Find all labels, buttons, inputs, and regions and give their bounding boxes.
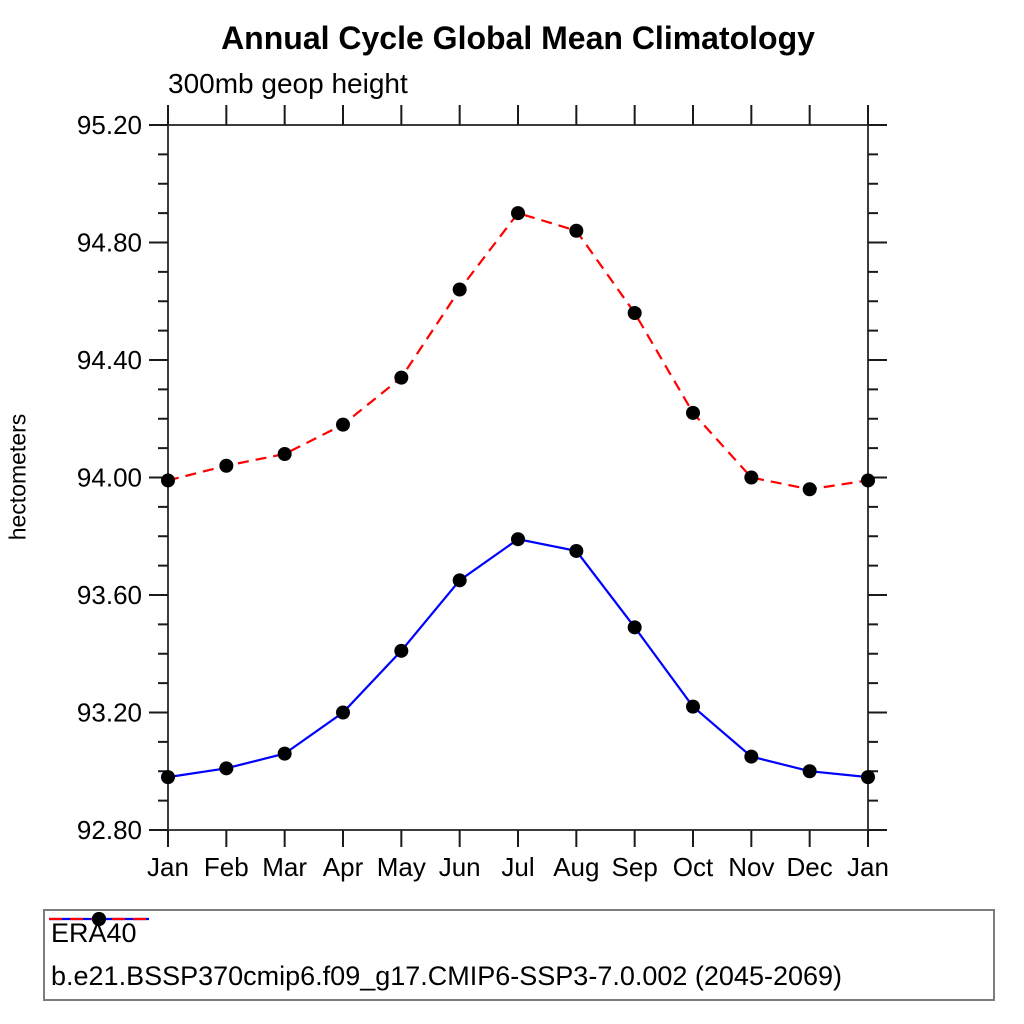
data-point — [336, 705, 350, 720]
data-point — [802, 764, 817, 779]
data-point — [861, 770, 875, 785]
plot-frame — [167, 124, 869, 831]
series-line-1 — [167, 211, 869, 491]
legend-item: b.e21.BSSP370cmip6.f09_g17.CMIP6-SSP3-7.… — [45, 912, 993, 998]
data-point — [744, 470, 759, 485]
data-point — [744, 749, 759, 764]
data-point — [219, 458, 234, 473]
x-tick-label: Jan — [847, 852, 889, 882]
data-point — [802, 482, 817, 497]
data-point — [394, 370, 409, 385]
x-tick-label: Feb — [204, 852, 249, 882]
data-point — [336, 417, 350, 432]
data-point — [569, 543, 584, 558]
x-tick-label: Jun — [439, 852, 481, 882]
data-point — [511, 206, 525, 221]
chart-subtitle: 300mb geop height — [168, 68, 408, 99]
data-point — [161, 770, 175, 785]
x-tick-label: Oct — [673, 852, 714, 882]
chart-title: Annual Cycle Global Mean Climatology — [221, 20, 815, 56]
data-point — [277, 447, 292, 461]
data-point — [627, 306, 642, 320]
x-tick-label: Jul — [501, 852, 534, 882]
data-point — [511, 532, 525, 547]
legend-label: b.e21.BSSP370cmip6.f09_g17.CMIP6-SSP3-7.… — [51, 961, 843, 992]
x-tick-label: Aug — [553, 852, 599, 882]
x-tick-label: Jan — [147, 852, 189, 882]
data-point — [277, 746, 292, 761]
x-tick-label: Dec — [787, 852, 833, 882]
data-point — [161, 473, 175, 488]
data-point — [861, 473, 875, 488]
x-tick-label: Mar — [262, 852, 307, 882]
data-point — [452, 573, 467, 588]
legend-marker-dot — [92, 912, 106, 926]
data-point — [627, 620, 642, 635]
y-tick-label: 93.20 — [77, 698, 142, 728]
x-tick-label: May — [377, 852, 426, 882]
y-tick-label: 94.80 — [77, 228, 142, 258]
y-tick-label: 95.20 — [77, 110, 142, 140]
data-point — [686, 699, 700, 714]
y-tick-label: 94.00 — [77, 463, 142, 493]
data-point — [394, 643, 409, 658]
series-line-0 — [167, 538, 869, 779]
y-tick-label: 93.60 — [77, 580, 142, 610]
x-tick-label: Apr — [323, 852, 364, 882]
legend-box: ERA40 b.e21.BSSP370cmip6.f09_g17.CMIP6-SS… — [43, 909, 995, 1001]
x-tick-label: Sep — [612, 852, 658, 882]
x-tick-label: Nov — [728, 852, 774, 882]
y-tick-label: 92.80 — [77, 815, 142, 845]
data-point — [452, 282, 467, 297]
y-tick-label: 94.40 — [77, 345, 142, 375]
data-point — [686, 405, 700, 420]
legend-line-sample — [49, 912, 149, 926]
data-point — [219, 761, 234, 776]
data-point — [569, 223, 584, 238]
legend-item: ERA40 — [45, 912, 993, 954]
